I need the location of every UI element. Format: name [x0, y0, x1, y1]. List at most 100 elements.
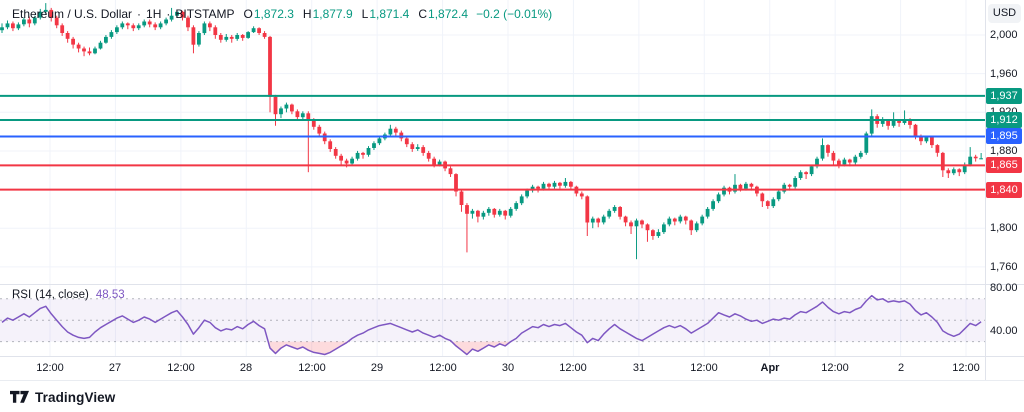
candle — [486, 207, 491, 216]
candle — [497, 208, 502, 217]
exchange-label: BITSTAMP — [175, 7, 235, 21]
candle — [716, 192, 721, 204]
chart-legend[interactable]: Ethereum / U.S. Dollar · 1H · BITSTAMP O1,872… — [12, 7, 552, 21]
candle — [262, 31, 267, 39]
close-label: C — [418, 7, 428, 21]
candle — [120, 21, 125, 30]
candle — [880, 117, 885, 127]
symbol-title[interactable]: Ethereum / U.S. Dollar — [12, 7, 133, 21]
high-value: 1,877.9 — [312, 7, 353, 21]
time-tick-label: 12:00 — [429, 362, 457, 374]
candle — [180, 10, 185, 21]
price-axis[interactable]: USD 2,0001,9601,9201,8801,8001,76080.004… — [985, 0, 1024, 357]
interval-label[interactable]: 1H — [146, 7, 162, 21]
tradingview-logo[interactable]: TradingView — [10, 390, 115, 405]
candle — [826, 144, 830, 157]
candle — [295, 109, 300, 120]
candle — [136, 23, 141, 31]
candle — [689, 219, 694, 235]
candle — [760, 192, 765, 207]
candle — [104, 35, 108, 44]
candle — [93, 46, 97, 55]
candle — [640, 219, 644, 229]
candle — [284, 102, 289, 113]
time-tick-label: 30 — [501, 362, 515, 374]
rsi-value: 48.53 — [95, 289, 125, 301]
chart-canvas[interactable] — [0, 0, 1024, 357]
candle — [65, 31, 70, 43]
candle — [476, 209, 480, 223]
candle — [76, 42, 81, 53]
price-level-badge-1895: 1,895 — [986, 128, 1022, 144]
candle — [722, 185, 726, 197]
candle — [208, 21, 212, 32]
candle — [115, 25, 119, 34]
price-tick-label: 1,960 — [990, 68, 1018, 80]
time-tick-label: 31 — [632, 362, 646, 374]
tradingview-logo-icon — [10, 390, 29, 403]
candle — [125, 22, 130, 30]
candle — [809, 164, 814, 177]
candle — [793, 176, 798, 189]
time-tick-label: 12:00 — [821, 362, 849, 374]
currency-badge[interactable]: USD — [988, 4, 1021, 23]
candle — [930, 136, 934, 148]
candle — [558, 181, 562, 189]
price-tick-label: 1,880 — [990, 145, 1018, 157]
candle — [782, 182, 787, 194]
candle — [968, 147, 973, 167]
candle — [667, 216, 672, 227]
candle — [503, 209, 508, 220]
candle — [153, 22, 158, 31]
candle — [87, 47, 92, 56]
candle — [240, 34, 245, 41]
candle — [804, 171, 808, 179]
candle — [372, 141, 376, 150]
candle — [618, 206, 622, 220]
price-tick-label: 2,000 — [990, 29, 1018, 41]
candle — [815, 156, 819, 169]
candle — [164, 17, 168, 26]
candle — [820, 138, 825, 161]
time-tick-label: 12:00 — [36, 362, 64, 374]
price-tick-label: 1,760 — [990, 261, 1018, 273]
rsi-title[interactable]: RSI — [12, 289, 32, 301]
candle — [224, 34, 229, 42]
open-value: 1,872.3 — [253, 7, 294, 21]
candle — [973, 154, 978, 162]
candle — [169, 7, 174, 22]
candle — [131, 23, 136, 32]
rsi-indicator-legend[interactable]: RSI (14, close) 48.53 — [12, 289, 125, 301]
candle — [454, 173, 458, 197]
candle — [951, 167, 956, 176]
price-level-badge-1937: 1,937 — [986, 88, 1022, 104]
candle — [191, 25, 196, 54]
candle — [547, 182, 551, 190]
candle — [218, 33, 223, 43]
candle — [508, 207, 513, 218]
time-axis[interactable]: 12:00 27 12:00 28 12:00 29 12:00 30 12:00 31 12:00… — [0, 357, 985, 380]
axis-border — [985, 0, 986, 380]
time-tick-label: 2 — [897, 362, 905, 374]
candle — [388, 124, 393, 137]
time-tick-label: 12:00 — [952, 362, 980, 374]
candle — [629, 220, 633, 234]
candle — [705, 207, 710, 219]
candle — [328, 139, 333, 152]
price-level-badge-1912: 1,912 — [986, 112, 1022, 128]
candle — [683, 215, 688, 225]
candle — [481, 210, 486, 220]
candle — [377, 136, 382, 146]
candle — [601, 214, 606, 225]
candle — [82, 46, 86, 57]
candle — [596, 217, 601, 228]
candle — [864, 131, 869, 155]
rsi-tick-label: 40.00 — [990, 325, 1018, 337]
candle — [858, 150, 863, 159]
price-level-badge-1840: 1,840 — [986, 182, 1022, 198]
candle — [158, 21, 163, 30]
candle — [410, 142, 415, 152]
candle — [634, 218, 639, 260]
candle — [776, 189, 781, 202]
